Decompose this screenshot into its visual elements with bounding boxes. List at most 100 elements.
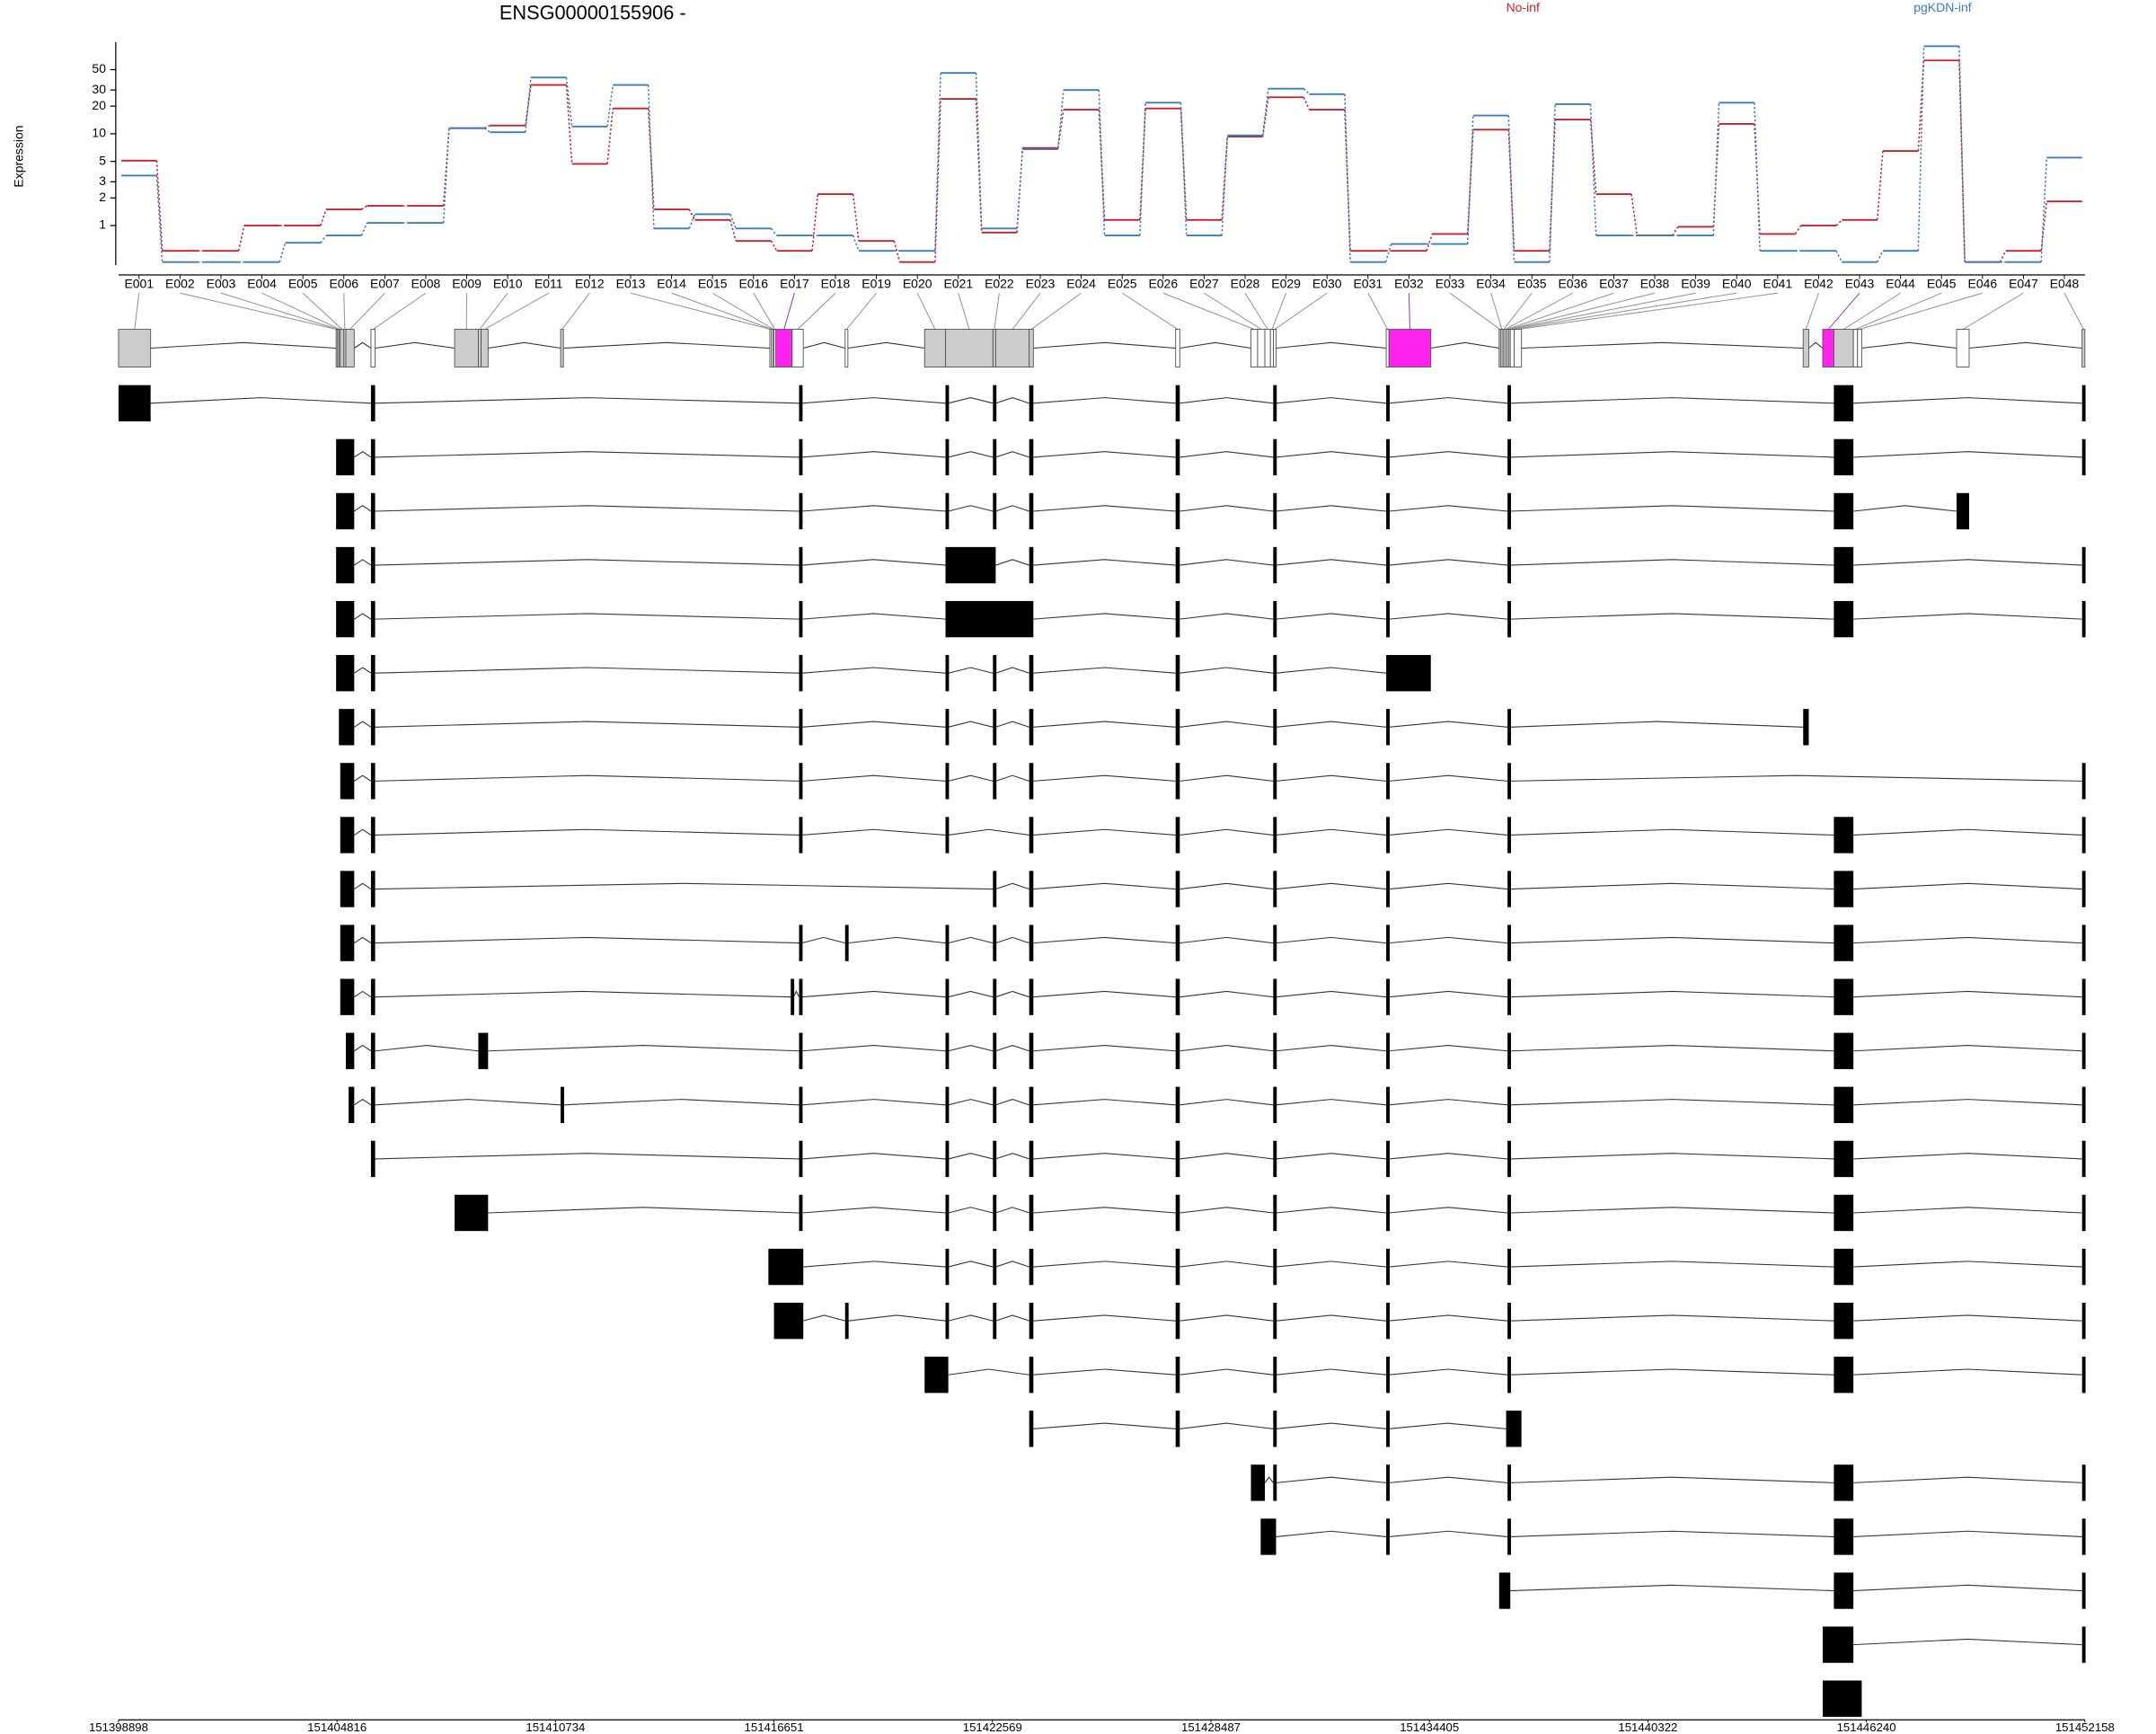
series-connector xyxy=(1754,102,1761,252)
transcript-exon xyxy=(1833,871,1854,907)
intron xyxy=(1033,397,1176,404)
intron xyxy=(375,882,994,890)
transcript-exon xyxy=(799,1086,803,1124)
series-connector xyxy=(1794,225,1802,234)
intron xyxy=(1276,936,1387,944)
intron xyxy=(1033,505,1176,512)
transcript-exon xyxy=(945,978,950,1015)
intron xyxy=(1389,1314,1508,1322)
series-connector xyxy=(1303,88,1311,95)
x-tick-label: E039 xyxy=(1681,277,1710,291)
x-tick-label: E006 xyxy=(329,277,358,291)
transcript-exon xyxy=(1175,1032,1180,1069)
x-genomic-tick-label: 151434405 xyxy=(1400,1721,1459,1734)
x-tick-label: E021 xyxy=(943,277,973,291)
intron xyxy=(1389,397,1508,404)
y-axis-label: Expression xyxy=(11,126,25,188)
transcript-exon xyxy=(799,925,803,961)
series-connector xyxy=(1466,129,1474,234)
intron xyxy=(1389,882,1508,890)
exon-connector xyxy=(1505,292,1574,331)
x-genomic-tick-label: 151410734 xyxy=(526,1721,585,1734)
intron xyxy=(1389,936,1508,944)
x-tick-label: E027 xyxy=(1189,277,1219,291)
series-connector xyxy=(1426,234,1434,252)
exon-bin xyxy=(923,329,946,367)
transcript-exon xyxy=(993,763,997,800)
intron xyxy=(1510,505,1834,512)
transcript-exon xyxy=(1386,1464,1390,1501)
intron xyxy=(375,613,800,620)
exon-connector xyxy=(1855,292,1942,331)
intron xyxy=(354,451,372,458)
series-connector xyxy=(893,240,901,262)
intron xyxy=(1510,1261,1834,1268)
intron xyxy=(1033,1045,1176,1052)
transcript-exon xyxy=(455,1194,489,1232)
y-tick-label: 10 xyxy=(92,126,106,140)
transcript-exon xyxy=(993,438,997,476)
transcript-exon xyxy=(1273,1032,1277,1069)
intron xyxy=(1033,990,1176,998)
x-tick-label: E048 xyxy=(2050,277,2080,291)
intron xyxy=(563,1099,800,1106)
transcript-exon xyxy=(1175,385,1180,422)
transcript-exon xyxy=(2081,817,2086,854)
intron xyxy=(1180,1153,1274,1160)
transcript-exon xyxy=(336,546,355,584)
intron xyxy=(375,936,800,944)
intron xyxy=(801,1099,946,1106)
transcript-exon xyxy=(336,600,355,638)
transcript-exon xyxy=(370,655,376,692)
intron xyxy=(1276,990,1387,998)
exon-connector xyxy=(783,293,795,330)
intron xyxy=(1276,1207,1387,1214)
x-tick-label: E008 xyxy=(411,277,441,291)
x-tick-label: E034 xyxy=(1476,277,1506,291)
exon-bin xyxy=(118,329,152,367)
series-connector xyxy=(155,175,163,262)
transcript-exon xyxy=(1833,546,1854,584)
transcript-exon xyxy=(370,492,376,530)
transcript-exon xyxy=(370,871,376,907)
exon-bin xyxy=(775,329,793,367)
exon-bin xyxy=(1273,329,1277,367)
intron xyxy=(995,451,1029,458)
series-connector xyxy=(1180,108,1188,220)
transcript-exon xyxy=(1386,978,1390,1015)
intron xyxy=(995,559,1029,566)
exon-connector xyxy=(1827,292,1860,330)
intron xyxy=(1853,613,2082,620)
intron xyxy=(375,721,800,728)
transcript-exon xyxy=(799,817,803,854)
exon-connector xyxy=(561,292,590,330)
transcript-exon xyxy=(993,1086,997,1124)
transcript-exon xyxy=(2081,1626,2086,1663)
series-connector xyxy=(934,73,941,252)
transcript-exon xyxy=(768,1248,804,1286)
intron xyxy=(1180,990,1274,998)
intron xyxy=(1808,341,1824,349)
exon-connector xyxy=(479,292,508,330)
intron xyxy=(1180,559,1274,566)
intron xyxy=(150,341,337,349)
intron xyxy=(1276,1314,1387,1322)
intron xyxy=(1276,451,1387,458)
transcript-exon xyxy=(1507,1194,1512,1232)
transcript-exon xyxy=(370,438,376,476)
transcript-exon xyxy=(945,709,950,746)
exon-connector xyxy=(1121,292,1179,331)
x-tick-label: E020 xyxy=(903,277,932,291)
transcript-exon xyxy=(1386,1411,1390,1447)
intron xyxy=(1180,1422,1274,1429)
intron xyxy=(948,1207,994,1214)
transcript-exon xyxy=(2081,1248,2086,1286)
exon-bin xyxy=(1857,329,1862,367)
exon-bin xyxy=(945,329,994,367)
series-connector xyxy=(729,219,737,242)
y-tick-label: 2 xyxy=(99,190,106,204)
transcript-exon xyxy=(349,1086,355,1124)
transcript-exon xyxy=(340,871,355,907)
intron xyxy=(1033,774,1176,782)
series-connector xyxy=(1344,93,1351,262)
